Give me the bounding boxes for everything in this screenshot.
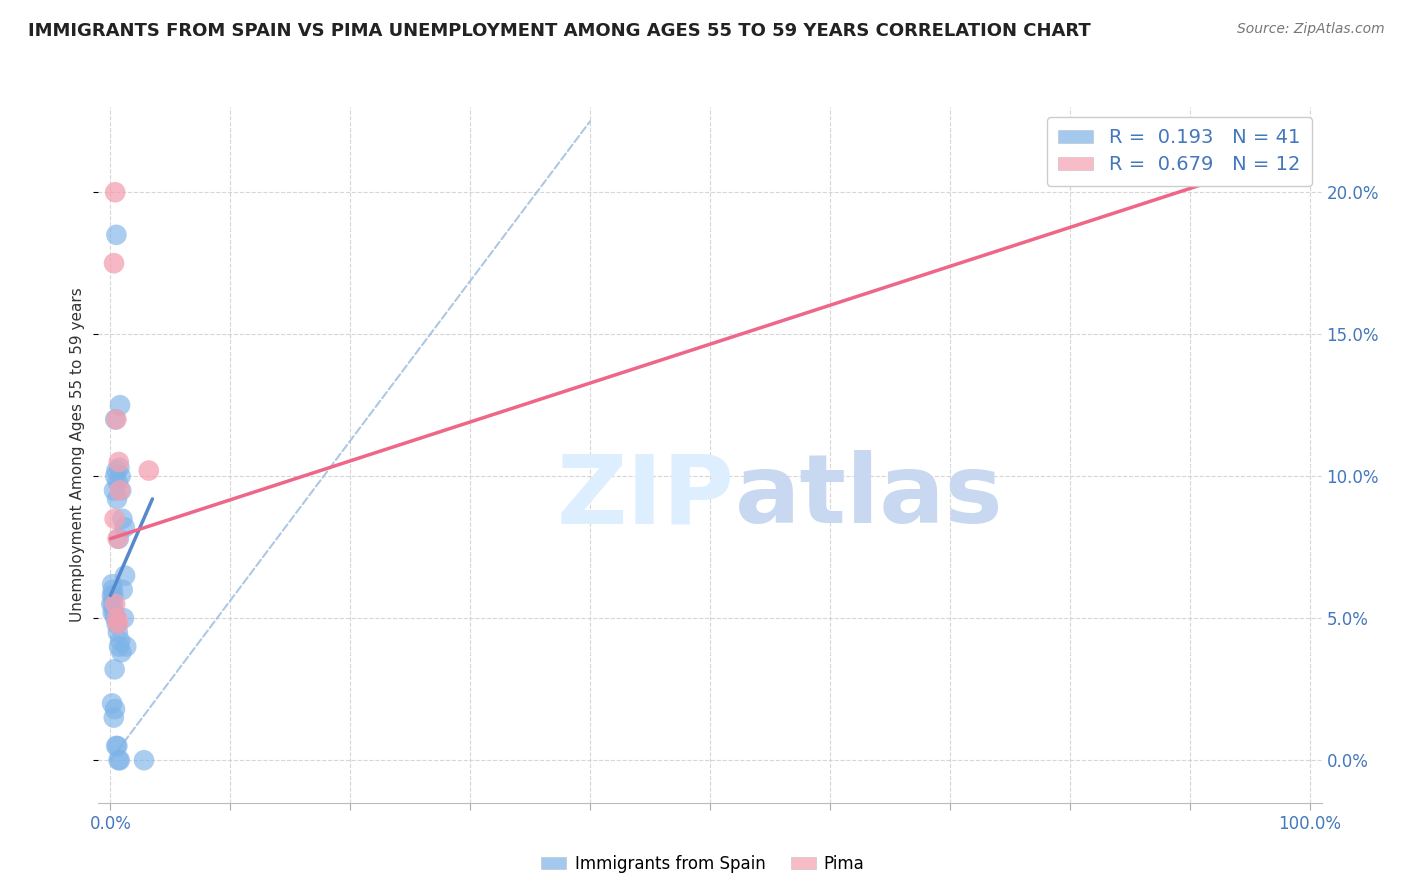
Point — [105, 412, 128, 426]
Point — [104, 512, 127, 526]
Point — [115, 640, 138, 654]
Point — [105, 739, 128, 753]
Point — [112, 611, 135, 625]
Point — [107, 532, 129, 546]
Point — [101, 697, 124, 711]
Point — [104, 611, 127, 625]
Legend: Immigrants from Spain, Pima: Immigrants from Spain, Pima — [534, 848, 872, 880]
Point — [107, 616, 129, 631]
Point — [103, 710, 125, 724]
Point — [104, 469, 127, 483]
Point — [101, 589, 124, 603]
Point — [108, 483, 131, 498]
Point — [103, 606, 125, 620]
Point — [101, 597, 124, 611]
Point — [105, 464, 128, 478]
Point — [110, 483, 132, 498]
Point — [107, 753, 129, 767]
Text: Source: ZipAtlas.com: Source: ZipAtlas.com — [1237, 22, 1385, 37]
Text: atlas: atlas — [734, 450, 1002, 543]
Point — [103, 589, 125, 603]
Point — [105, 616, 128, 631]
Point — [103, 483, 125, 498]
Point — [104, 662, 127, 676]
Point — [103, 256, 125, 270]
Point — [110, 634, 132, 648]
Point — [104, 186, 127, 200]
Point — [105, 739, 128, 753]
Point — [108, 640, 131, 654]
Point — [105, 491, 128, 506]
Point — [110, 645, 132, 659]
Point — [111, 582, 134, 597]
Point — [138, 464, 160, 478]
Point — [108, 398, 131, 412]
Point — [132, 753, 155, 767]
Legend: R =  0.193   N = 41, R =  0.679   N = 12: R = 0.193 N = 41, R = 0.679 N = 12 — [1046, 117, 1312, 186]
Text: IMMIGRANTS FROM SPAIN VS PIMA UNEMPLOYMENT AMONG AGES 55 TO 59 YEARS CORRELATION: IMMIGRANTS FROM SPAIN VS PIMA UNEMPLOYME… — [28, 22, 1091, 40]
Point — [101, 606, 124, 620]
Point — [114, 520, 136, 534]
Y-axis label: Unemployment Among Ages 55 to 59 years: Unemployment Among Ages 55 to 59 years — [70, 287, 86, 623]
Point — [108, 532, 131, 546]
Point — [108, 753, 131, 767]
Point — [100, 597, 122, 611]
Point — [110, 469, 132, 483]
Point — [108, 455, 131, 469]
Point — [105, 227, 128, 242]
Point — [108, 460, 131, 475]
Point — [107, 625, 129, 640]
Point — [105, 611, 128, 625]
Text: ZIP: ZIP — [557, 450, 734, 543]
Point — [101, 582, 124, 597]
Point — [111, 512, 134, 526]
Point — [114, 568, 136, 582]
Point — [104, 412, 127, 426]
Point — [104, 702, 127, 716]
Point — [107, 475, 129, 489]
Point — [1178, 157, 1201, 171]
Point — [104, 597, 127, 611]
Point — [101, 577, 124, 591]
